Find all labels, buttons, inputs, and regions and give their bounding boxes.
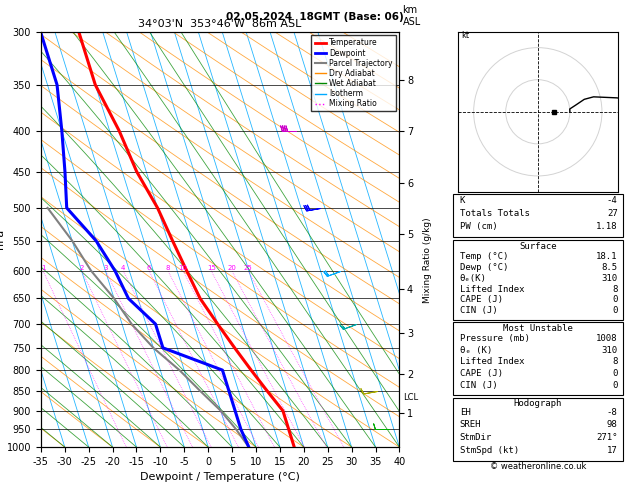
Text: 1008: 1008 — [596, 334, 618, 343]
Text: 1.18: 1.18 — [596, 222, 618, 231]
Text: 4: 4 — [121, 265, 126, 271]
Text: 8: 8 — [612, 284, 618, 294]
Text: 10: 10 — [179, 265, 187, 271]
Text: CAPE (J): CAPE (J) — [460, 369, 503, 378]
Text: K: K — [460, 196, 465, 205]
Text: 8.5: 8.5 — [601, 263, 618, 272]
Text: CIN (J): CIN (J) — [460, 381, 498, 390]
Text: kt: kt — [461, 31, 469, 40]
Text: 98: 98 — [607, 420, 618, 429]
Text: 3: 3 — [103, 265, 108, 271]
Text: θₑ(K): θₑ(K) — [460, 274, 487, 283]
X-axis label: Dewpoint / Temperature (°C): Dewpoint / Temperature (°C) — [140, 472, 300, 483]
Text: 15: 15 — [207, 265, 216, 271]
Text: 0: 0 — [612, 381, 618, 390]
Text: 8: 8 — [612, 357, 618, 366]
Text: 27: 27 — [607, 209, 618, 218]
Text: PW (cm): PW (cm) — [460, 222, 498, 231]
Text: 8: 8 — [165, 265, 170, 271]
Text: Pressure (mb): Pressure (mb) — [460, 334, 530, 343]
Text: 310: 310 — [601, 346, 618, 355]
Text: StmDir: StmDir — [460, 433, 492, 442]
Text: 271°: 271° — [596, 433, 618, 442]
Text: CAPE (J): CAPE (J) — [460, 295, 503, 304]
Text: 310: 310 — [601, 274, 618, 283]
Text: Mixing Ratio (g/kg): Mixing Ratio (g/kg) — [423, 217, 432, 303]
Text: 0: 0 — [612, 295, 618, 304]
Text: EH: EH — [460, 408, 470, 417]
Text: θₑ (K): θₑ (K) — [460, 346, 492, 355]
Text: 18.1: 18.1 — [596, 252, 618, 261]
Text: StmSpd (kt): StmSpd (kt) — [460, 446, 519, 454]
Text: Lifted Index: Lifted Index — [460, 357, 524, 366]
Text: Hodograph: Hodograph — [514, 399, 562, 408]
Text: Temp (°C): Temp (°C) — [460, 252, 508, 261]
Text: Most Unstable: Most Unstable — [503, 325, 573, 333]
Text: Lifted Index: Lifted Index — [460, 284, 524, 294]
Text: Surface: Surface — [519, 242, 557, 251]
Text: CIN (J): CIN (J) — [460, 306, 498, 315]
Text: 6: 6 — [147, 265, 152, 271]
Text: Totals Totals: Totals Totals — [460, 209, 530, 218]
Text: 1: 1 — [41, 265, 45, 271]
Text: SREH: SREH — [460, 420, 481, 429]
Text: Dewp (°C): Dewp (°C) — [460, 263, 508, 272]
Text: 0: 0 — [612, 369, 618, 378]
Text: 2: 2 — [80, 265, 84, 271]
Title: 34°03'N  353°46'W  86m ASL: 34°03'N 353°46'W 86m ASL — [138, 19, 302, 30]
Text: 02.05.2024  18GMT (Base: 06): 02.05.2024 18GMT (Base: 06) — [226, 12, 403, 22]
Text: -8: -8 — [607, 408, 618, 417]
Legend: Temperature, Dewpoint, Parcel Trajectory, Dry Adiabat, Wet Adiabat, Isotherm, Mi: Temperature, Dewpoint, Parcel Trajectory… — [311, 35, 396, 111]
Y-axis label: hPa: hPa — [0, 229, 5, 249]
Text: km
ASL: km ASL — [403, 5, 421, 27]
Text: 20: 20 — [228, 265, 237, 271]
Text: 17: 17 — [607, 446, 618, 454]
Text: -4: -4 — [607, 196, 618, 205]
Text: 25: 25 — [244, 265, 253, 271]
Text: LCL: LCL — [404, 393, 419, 401]
Text: © weatheronline.co.uk: © weatheronline.co.uk — [489, 462, 586, 471]
Text: 0: 0 — [612, 306, 618, 315]
